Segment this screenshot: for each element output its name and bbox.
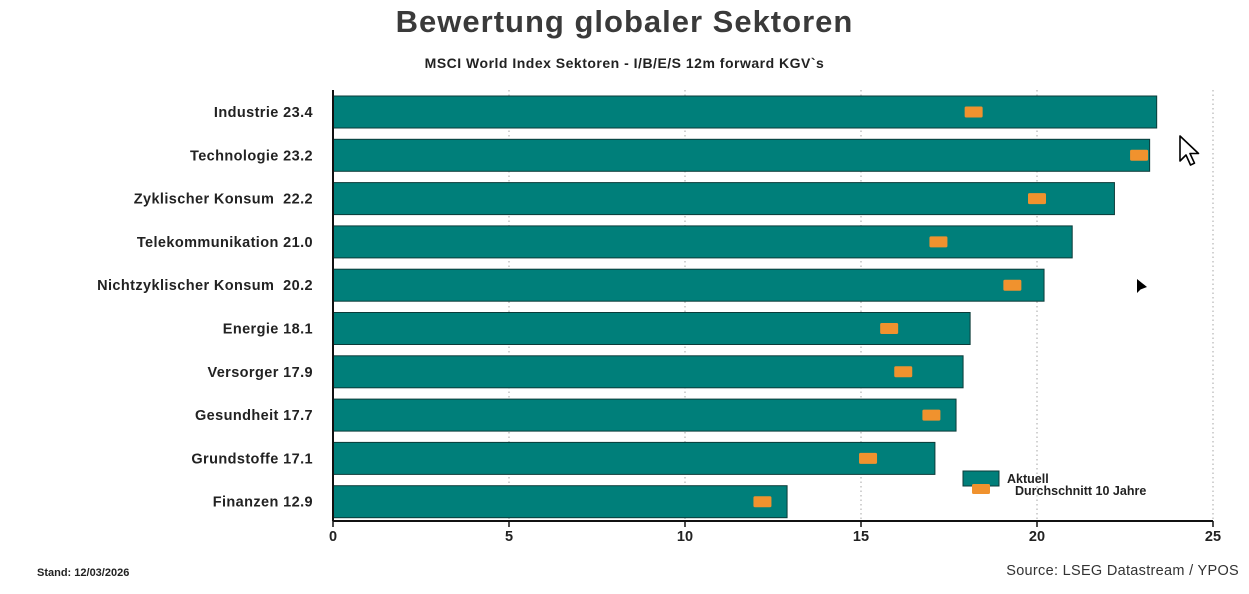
bar xyxy=(332,182,1115,216)
legend-label-durchschnitt: Durchschnitt 10 Jahre xyxy=(1015,484,1146,498)
bar xyxy=(332,441,936,475)
average-marker xyxy=(929,236,948,248)
average-marker xyxy=(894,366,913,378)
category-label: Telekommunikation 21.0 xyxy=(137,235,313,251)
category-label: Finanzen 12.9 xyxy=(213,495,313,511)
legend-swatch-aktuell xyxy=(962,470,1000,487)
bar xyxy=(332,398,957,432)
bar xyxy=(332,138,1151,172)
source-note: Source: LSEG Datastream / YPOS xyxy=(1006,563,1239,579)
category-label: Energie 18.1 xyxy=(223,322,313,338)
bar xyxy=(332,312,971,345)
bar xyxy=(332,355,964,389)
x-tick-label: 5 xyxy=(505,529,513,545)
bar xyxy=(332,268,1045,302)
category-labels: Industrie 23.4 Technologie 23.2 Zyklischer… xyxy=(97,105,313,511)
x-tick-label: 10 xyxy=(677,529,693,545)
bar xyxy=(332,95,1158,129)
category-label: Industrie 23.4 xyxy=(214,105,313,121)
average-marker xyxy=(753,496,772,508)
category-label: Grundstoffe 17.1 xyxy=(191,451,313,467)
legend: Aktuell Durchschnitt 10 Jahre xyxy=(962,470,1146,498)
legend-label-aktuell: Aktuell xyxy=(1007,472,1049,486)
mouse-pointer-icon xyxy=(1179,135,1200,166)
bar xyxy=(332,225,1073,259)
average-marker xyxy=(1130,149,1149,161)
bar xyxy=(332,485,788,519)
legend-swatch-durchschnitt xyxy=(972,484,990,494)
stand-date: Stand: 12/03/2026 xyxy=(37,567,130,579)
bar-series xyxy=(332,95,1158,519)
average-marker xyxy=(1003,279,1022,291)
category-label: Nichtzyklischer Konsum 20.2 xyxy=(97,278,313,294)
category-label: Technologie 23.2 xyxy=(190,148,313,164)
x-tick-label: 20 xyxy=(1029,529,1045,545)
average-marker xyxy=(922,409,941,421)
x-tick-label: 0 xyxy=(329,529,337,545)
small-pointer-icon xyxy=(1137,279,1147,293)
x-axis: 0 5 10 15 20 25 xyxy=(329,90,1221,545)
x-tick-label: 25 xyxy=(1205,529,1221,545)
category-label: Gesundheit 17.7 xyxy=(195,408,313,424)
average-marker xyxy=(859,452,878,464)
average-marker xyxy=(1028,193,1046,205)
average-marker xyxy=(964,106,983,118)
category-label: Versorger 17.9 xyxy=(207,365,313,381)
chart-title: Bewertung globaler Sektoren xyxy=(395,4,854,39)
average-markers xyxy=(753,106,1149,508)
x-tick-label: 15 xyxy=(853,529,869,545)
chart-subtitle: MSCI World Index Sektoren - I/B/E/S 12m … xyxy=(424,55,825,71)
average-marker xyxy=(880,323,899,334)
category-label: Zyklischer Konsum 22.2 xyxy=(134,192,313,208)
